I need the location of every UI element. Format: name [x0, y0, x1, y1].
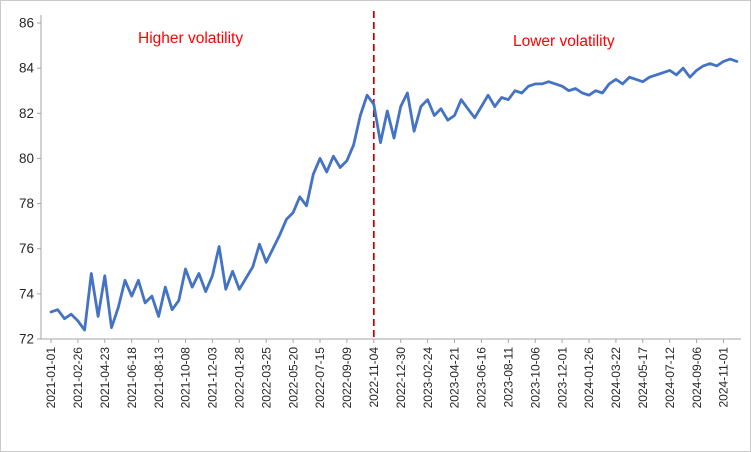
svg-text:2023-12-01: 2023-12-01 [555, 347, 569, 409]
svg-text:2022-11-04: 2022-11-04 [367, 347, 381, 408]
svg-text:2021-12-03: 2021-12-03 [206, 347, 220, 409]
svg-text:2024-09-06: 2024-09-06 [690, 347, 704, 409]
svg-text:2022-12-30: 2022-12-30 [394, 347, 408, 409]
svg-text:2021-08-13: 2021-08-13 [152, 347, 166, 409]
svg-text:2022-07-15: 2022-07-15 [313, 347, 327, 409]
svg-text:78: 78 [19, 196, 34, 211]
svg-text:2022-03-25: 2022-03-25 [259, 347, 273, 409]
x-axis: 2021-01-01 2021-02-26 2021-04-23 2021-06-18… [44, 339, 731, 408]
svg-text:2022-01-28: 2022-01-28 [233, 347, 247, 409]
annotation-higher-volatility: Higher volatility [138, 30, 244, 47]
svg-text:2021-10-08: 2021-10-08 [179, 347, 193, 409]
svg-text:2024-11-01: 2024-11-01 [717, 347, 731, 408]
svg-text:2024-05-17: 2024-05-17 [636, 347, 650, 409]
annotation-lower-volatility: Lower volatility [513, 33, 615, 50]
svg-text:76: 76 [19, 241, 34, 256]
svg-text:2022-05-20: 2022-05-20 [286, 347, 300, 409]
svg-text:2023-10-06: 2023-10-06 [528, 347, 542, 409]
series-line [49, 57, 739, 332]
axes [40, 15, 741, 340]
svg-text:2021-04-23: 2021-04-23 [98, 347, 112, 409]
svg-text:86: 86 [19, 16, 34, 31]
svg-text:82: 82 [19, 106, 34, 121]
svg-text:2023-04-21: 2023-04-21 [448, 347, 462, 409]
svg-text:2022-09-09: 2022-09-09 [340, 347, 354, 409]
svg-text:2024-07-12: 2024-07-12 [663, 347, 677, 409]
svg-text:2024-03-22: 2024-03-22 [609, 347, 623, 409]
svg-text:2024-01-26: 2024-01-26 [582, 347, 596, 409]
svg-text:2023-02-24: 2023-02-24 [421, 347, 435, 409]
svg-text:74: 74 [19, 286, 35, 301]
svg-text:84: 84 [19, 61, 35, 76]
svg-text:80: 80 [19, 151, 34, 166]
svg-text:2021-06-18: 2021-06-18 [125, 347, 139, 409]
svg-text:2021-01-01: 2021-01-01 [44, 347, 58, 409]
svg-text:2023-08-11: 2023-08-11 [502, 347, 516, 408]
svg-text:2021-02-26: 2021-02-26 [71, 347, 85, 409]
svg-text:2023-06-16: 2023-06-16 [475, 347, 489, 409]
y-axis: 72 74 76 78 80 82 84 86 [19, 16, 41, 347]
svg-text:72: 72 [19, 332, 34, 347]
